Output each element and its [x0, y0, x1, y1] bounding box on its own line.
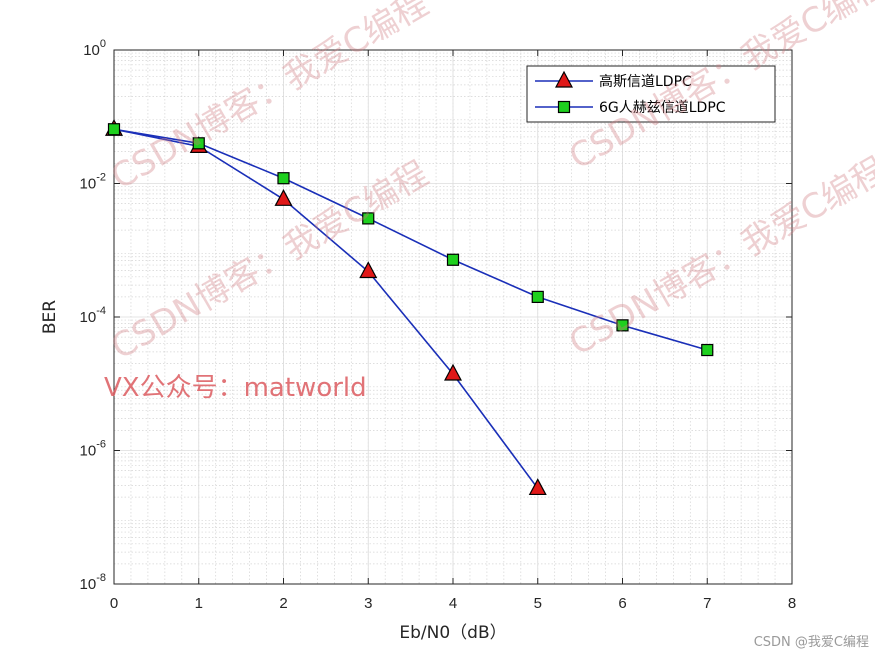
- legend-entry: 6G人赫兹信道LDPC: [599, 100, 726, 116]
- series-2: [107, 123, 714, 357]
- data-point: [528, 478, 547, 496]
- data-point: [444, 363, 462, 381]
- data-point: [362, 212, 375, 225]
- legend: 高斯信道LDPC 6G人赫兹信道LDPC: [526, 65, 776, 123]
- x-tick-label: 2: [279, 595, 287, 612]
- series-line: [113, 128, 708, 351]
- data-point: [701, 343, 714, 357]
- data-point: [274, 189, 293, 206]
- data-point: [616, 319, 629, 332]
- y-axis-label: BER: [40, 300, 60, 334]
- y-tick-label: 10-4: [80, 305, 106, 326]
- data-point: [107, 123, 121, 136]
- y-tick-label: 100: [83, 38, 106, 59]
- series-line: [113, 128, 539, 489]
- x-tick-label: 8: [788, 595, 796, 612]
- x-tick-label: 4: [449, 595, 457, 612]
- legend-marker: [555, 70, 573, 88]
- data-point: [531, 290, 544, 304]
- series-layer: [105, 118, 714, 496]
- y-tick-label: 10-2: [80, 172, 106, 193]
- x-tick-label: 0: [110, 595, 118, 612]
- csdn-credit: CSDN @我爱C编程: [753, 635, 869, 650]
- x-axis-label: Eb/N0（dB）: [399, 623, 506, 643]
- x-tick-label: 1: [195, 595, 203, 612]
- x-tick-label: 7: [703, 595, 711, 612]
- vx-watermark: VX公众号：matworld: [104, 373, 367, 403]
- data-point: [277, 172, 290, 185]
- data-point: [192, 137, 205, 150]
- data-point: [359, 261, 378, 279]
- legend-marker: [557, 100, 571, 114]
- data-point: [446, 253, 460, 266]
- y-tick-label: 10-6: [80, 439, 106, 460]
- x-tick-label: 5: [534, 595, 542, 612]
- axis-ticks: 0 1 2 3 4 5 6 7 8 100 10-2 10-4 10-6 10-8: [80, 38, 797, 612]
- x-tick-label: 6: [618, 595, 626, 612]
- y-tick-label: 10-8: [80, 572, 106, 593]
- legend-entry: 高斯信道LDPC: [599, 73, 692, 90]
- x-tick-label: 3: [364, 595, 372, 612]
